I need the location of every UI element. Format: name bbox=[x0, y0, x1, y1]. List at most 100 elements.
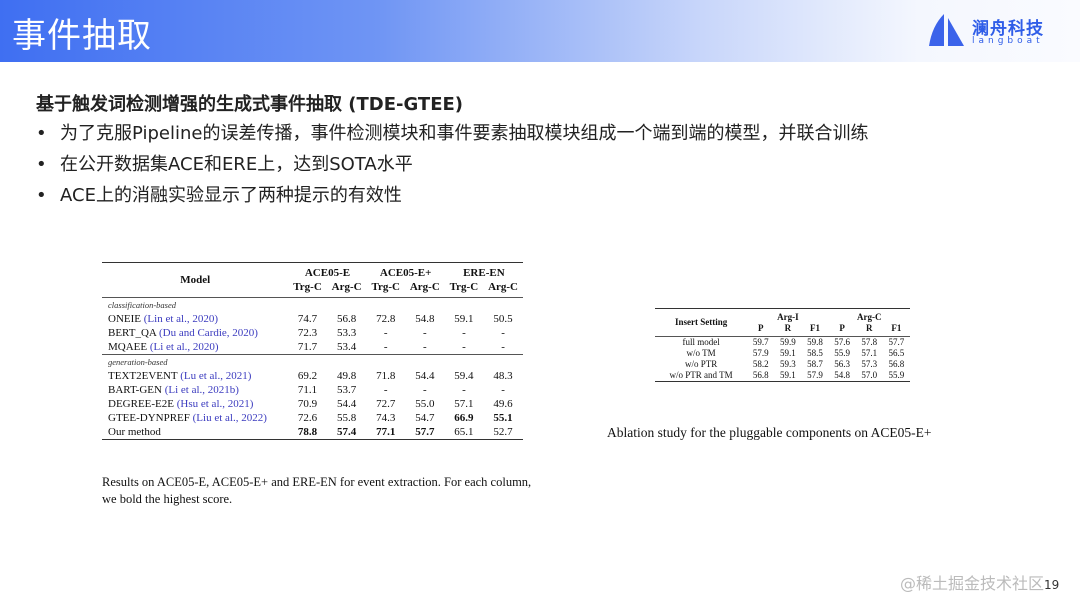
cell-value: 74.7 bbox=[297, 313, 318, 325]
table-row: GTEE-DYNPREF (Liu et al., 2022) 72.6 55.8 7… bbox=[102, 411, 523, 425]
cell-value: 59.7 bbox=[752, 337, 769, 347]
cell-value: 72.6 bbox=[297, 412, 318, 424]
cell-value: 53.7 bbox=[336, 384, 357, 396]
bullet-list: • 为了克服Pipeline的误差传播，事件检测模块和事件要素抽取模块组成一个端到… bbox=[36, 120, 868, 213]
column-header: Arg-C bbox=[331, 281, 362, 293]
table-header-row: Model ACE05-E ACE05-E+ ERE-EN bbox=[102, 263, 523, 286]
column-header: Arg-C bbox=[488, 281, 518, 293]
cell-value: 54.4 bbox=[415, 370, 435, 382]
section-row: classification-based bbox=[102, 297, 523, 312]
table-header-row: Insert Setting Arg-I Arg-C bbox=[655, 309, 910, 327]
cell-value: 57.1 bbox=[454, 398, 474, 410]
cell-value: 72.8 bbox=[376, 313, 396, 325]
cell-value: 57.7 bbox=[415, 426, 435, 438]
column-header: Model bbox=[180, 274, 211, 286]
setting-name: w/o PTR and TM bbox=[669, 370, 733, 380]
cell-value: 57.0 bbox=[861, 370, 878, 380]
langboat-logo: 澜舟科技 langboat bbox=[928, 10, 1048, 50]
model-name: MQAEE (Li et al., 2020) bbox=[108, 341, 219, 353]
cell-value: - bbox=[462, 384, 466, 396]
cell-value: 71.7 bbox=[297, 341, 318, 353]
bullet-item: • ACE上的消融实验显示了两种提示的有效性 bbox=[36, 185, 402, 206]
cell-value: 57.3 bbox=[861, 359, 878, 369]
cell-value: 59.1 bbox=[779, 370, 796, 380]
column-header: F1 bbox=[809, 323, 820, 333]
results-table-caption: Results on ACE05-E, ACE05-E+ and ERE-EN … bbox=[102, 475, 532, 506]
setting-name: full model bbox=[682, 337, 720, 347]
table-row: TEXT2EVENT (Lu et al., 2021) 69.2 49.8 71.8… bbox=[102, 369, 523, 383]
column-header: P bbox=[757, 323, 764, 333]
cell-value: - bbox=[383, 327, 388, 339]
cell-value: - bbox=[383, 341, 388, 353]
table-row: MQAEE (Li et al., 2020) 71.7 53.4 - - - - bbox=[102, 340, 523, 355]
cell-value: 66.9 bbox=[454, 412, 474, 424]
ablation-table: Insert Setting Arg-I Arg-C P R F1 P R F1 full mod… bbox=[655, 308, 910, 382]
table-row: full model 59.7 59.9 59.8 57.6 57.8 57.7 bbox=[655, 337, 910, 349]
cell-value: - bbox=[383, 384, 388, 396]
sail-icon bbox=[929, 14, 964, 46]
cell-value: 48.3 bbox=[493, 370, 513, 382]
cell-value: 78.8 bbox=[297, 426, 318, 438]
cell-value: 50.5 bbox=[493, 313, 513, 325]
cell-value: 58.2 bbox=[752, 359, 769, 369]
table-row: BART-GEN (Li et al., 2021b) 71.1 53.7 - - - - bbox=[102, 383, 523, 397]
table-row: Our method 78.8 57.4 77.1 57.7 65.1 52.7 bbox=[102, 425, 523, 440]
cell-value: 55.0 bbox=[415, 398, 435, 410]
cell-value: 59.1 bbox=[779, 348, 796, 358]
column-header: Trg-C bbox=[371, 281, 400, 293]
table-row: DEGREE-E2E (Hsu et al., 2021) 70.9 54.4 72.… bbox=[102, 397, 523, 411]
cell-value: 74.3 bbox=[376, 412, 396, 424]
cell-value: 53.3 bbox=[336, 327, 357, 339]
cell-value: - bbox=[462, 341, 466, 353]
cell-value: 71.1 bbox=[297, 384, 318, 396]
cell-value: 57.1 bbox=[861, 348, 878, 358]
cell-value: 49.8 bbox=[336, 370, 357, 382]
column-header: Arg-C bbox=[409, 281, 440, 293]
cell-value: 65.1 bbox=[454, 426, 474, 438]
model-name: BART-GEN (Li et al., 2021b) bbox=[108, 384, 239, 396]
watermark: @稀土掘金技术社区 bbox=[900, 574, 1045, 593]
cell-value: 53.4 bbox=[336, 341, 357, 353]
model-name: TEXT2EVENT (Lu et al., 2021) bbox=[108, 370, 252, 382]
column-header: Trg-C bbox=[293, 281, 322, 293]
column-header: R bbox=[865, 323, 873, 333]
table-row: w/o PTR 58.2 59.3 58.7 56.3 57.3 56.8 bbox=[655, 359, 910, 370]
cell-value: - bbox=[462, 327, 466, 339]
bullet-item: • 在公开数据集ACE和ERE上，达到SOTA水平 bbox=[36, 154, 413, 175]
table-subheader-row: Trg-C Arg-C Trg-C Arg-C Trg-C Arg-C bbox=[102, 280, 523, 298]
cell-value: 57.4 bbox=[336, 426, 357, 438]
cell-value: 59.9 bbox=[779, 337, 796, 347]
results-table: Model ACE05-E ACE05-E+ ERE-EN Trg-C Arg-C Trg-… bbox=[102, 262, 523, 440]
cell-value: 55.1 bbox=[493, 412, 513, 424]
column-group-header: ERE-EN bbox=[463, 267, 505, 279]
cell-value: 57.7 bbox=[888, 337, 905, 347]
model-name: BERT_QA (Du and Cardie, 2020) bbox=[108, 327, 258, 339]
cell-value: 54.4 bbox=[336, 398, 357, 410]
cell-value: 56.8 bbox=[752, 370, 769, 380]
cell-value: - bbox=[501, 384, 505, 396]
table-row: ONEIE (Lin et al., 2020) 74.7 56.8 72.8 54.8… bbox=[102, 312, 523, 326]
column-header: Insert Setting bbox=[674, 317, 728, 327]
cell-value: 57.9 bbox=[752, 348, 769, 358]
cell-value: 55.9 bbox=[888, 370, 905, 380]
column-header: Trg-C bbox=[449, 281, 479, 293]
cell-value: 69.2 bbox=[297, 370, 318, 382]
section-row: generation-based bbox=[102, 354, 523, 369]
column-group-header: ACE05-E+ bbox=[379, 267, 432, 279]
cell-value: 49.6 bbox=[493, 398, 513, 410]
setting-name: w/o PTR bbox=[684, 359, 718, 369]
column-group-header: ACE05-E bbox=[304, 267, 351, 279]
table-subheader-row: P R F1 P R F1 bbox=[655, 323, 910, 337]
table-row: BERT_QA (Du and Cardie, 2020) 72.3 53.3 - - -… bbox=[102, 326, 523, 340]
cell-value: - bbox=[422, 384, 427, 396]
setting-name: w/o TM bbox=[686, 348, 716, 358]
cell-value: 71.8 bbox=[376, 370, 396, 382]
column-header: F1 bbox=[891, 323, 902, 333]
slide-title: 事件抽取 bbox=[12, 16, 152, 56]
cell-value: 72.3 bbox=[297, 327, 318, 339]
cell-value: 59.4 bbox=[454, 370, 474, 382]
cell-value: 55.8 bbox=[336, 412, 357, 424]
cell-value: 57.6 bbox=[834, 337, 850, 347]
model-name: GTEE-DYNPREF (Liu et al., 2022) bbox=[108, 412, 267, 424]
cell-value: 59.1 bbox=[454, 313, 474, 325]
